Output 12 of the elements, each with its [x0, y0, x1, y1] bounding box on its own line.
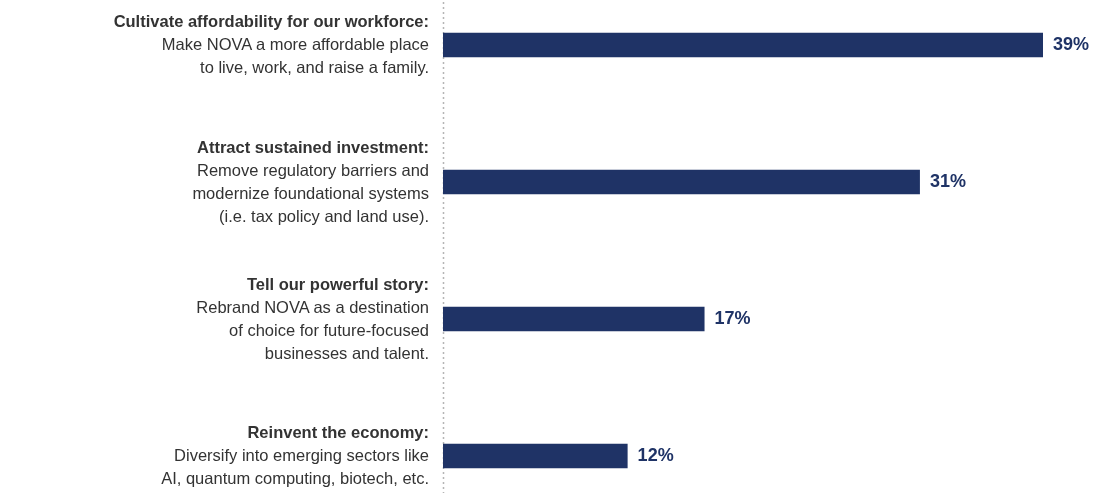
bar: [443, 306, 705, 332]
data-label: 39%: [1053, 34, 1090, 54]
y-tick-label: Attract sustained investment: Remove regulatory barriers and modernize foundational systems (i.e. tax policy and land use).: [192, 137, 429, 225]
bar: [443, 443, 628, 469]
bar: [443, 32, 1043, 58]
y-tick-label: Cultivate affordability for our workforce: Make NOVA a more affordable place to live, work, and raise a family.: [113, 12, 429, 76]
data-label: 17%: [714, 308, 751, 328]
data-label: 31%: [929, 171, 966, 191]
data-label: 12%: [637, 445, 674, 465]
y-tick-label: Tell our powerful story: Rebrand NOVA as a destination of choice for future-focused businesses and talent.: [196, 274, 429, 362]
bar: [443, 169, 920, 195]
y-tick-label: Reinvent the economy: Diversify into emerging sectors like AI, quantum computing, biotech, etc.: [161, 423, 429, 487]
